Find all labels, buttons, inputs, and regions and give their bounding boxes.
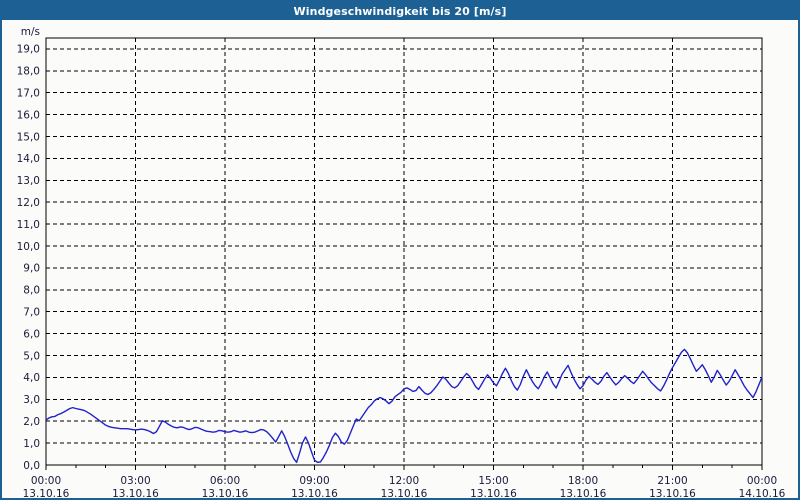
y-tick-label: 10,0 xyxy=(17,241,40,253)
y-tick-label: 2,0 xyxy=(23,416,40,428)
y-tick-label: 7,0 xyxy=(23,307,40,319)
x-tick-label-time: 00:00 xyxy=(31,475,61,487)
x-tick-label-time: 03:00 xyxy=(120,475,150,487)
series-line-windgeschwindigkeit xyxy=(45,348,763,464)
gridlines xyxy=(46,38,762,465)
y-tick-label: 5,0 xyxy=(23,350,40,362)
y-tick-label: 4,0 xyxy=(23,372,40,384)
y-tick-label: 17,0 xyxy=(17,88,40,100)
x-tick-label-time: 06:00 xyxy=(210,475,240,487)
x-tick-label-time: 21:00 xyxy=(657,475,687,487)
y-axis-unit-label: m/s xyxy=(21,26,40,38)
data-series-layer xyxy=(45,348,763,464)
x-tick-label-date: 13.10.16 xyxy=(649,488,696,498)
y-tick-label: 16,0 xyxy=(17,109,40,121)
x-tick-label-time: 15:00 xyxy=(478,475,508,487)
y-tick-label: 13,0 xyxy=(17,175,40,187)
y-tick-label: 8,0 xyxy=(23,285,40,297)
wind-speed-line-chart: 0,0 1,0 2,0 3,0 4,0 5,0 6,0 7,0 8,0 9,0 10,0 11,0 12… xyxy=(17,26,786,498)
y-tick-label: 14,0 xyxy=(17,153,40,165)
x-tick-label-time: 12:00 xyxy=(389,475,419,487)
x-tick-label-date: 13.10.16 xyxy=(23,488,70,498)
x-tick-label-date: 13.10.16 xyxy=(470,488,517,498)
x-tick-label-time: 00:00 xyxy=(747,475,777,487)
window-title: Windgeschwindigkeit bis 20 [m/s] xyxy=(293,4,507,18)
x-axis-tick-labels: 00:0013.10.1603:0013.10.1606:0013.10.160… xyxy=(23,465,786,498)
chart-plot-area: 0,0 1,0 2,0 3,0 4,0 5,0 6,0 7,0 8,0 9,0 10,0 11,0 12… xyxy=(2,20,798,498)
x-tick-label-date: 13.10.16 xyxy=(112,488,159,498)
y-tick-label: 18,0 xyxy=(17,66,40,78)
window-title-bar: Windgeschwindigkeit bis 20 [m/s] xyxy=(2,2,798,20)
y-tick-label: 6,0 xyxy=(23,328,40,340)
y-tick-label: 9,0 xyxy=(23,263,40,275)
y-axis-tick-labels: 0,0 1,0 2,0 3,0 4,0 5,0 6,0 7,0 8,0 9,0 10,0 11,0 12… xyxy=(17,44,40,472)
y-tick-label: 15,0 xyxy=(17,131,40,143)
y-axis-unit-label-text: m/s xyxy=(21,26,40,38)
x-tick-label-date: 13.10.16 xyxy=(202,488,249,498)
y-tick-label: 11,0 xyxy=(17,219,40,231)
y-tick-label: 3,0 xyxy=(23,394,40,406)
x-tick-label-time: 18:00 xyxy=(568,475,598,487)
x-tick-label-date: 13.10.16 xyxy=(291,488,338,498)
x-tick-label-date: 13.10.16 xyxy=(381,488,428,498)
y-tick-label: 19,0 xyxy=(17,44,40,56)
y-tick-label: 1,0 xyxy=(23,438,40,450)
x-tick-label-date: 13.10.16 xyxy=(560,488,607,498)
y-tick-label: 12,0 xyxy=(17,197,40,209)
y-tick-label: 0,0 xyxy=(23,460,40,472)
x-tick-label-time: 09:00 xyxy=(299,475,329,487)
x-tick-label-date: 14.10.16 xyxy=(739,488,786,498)
